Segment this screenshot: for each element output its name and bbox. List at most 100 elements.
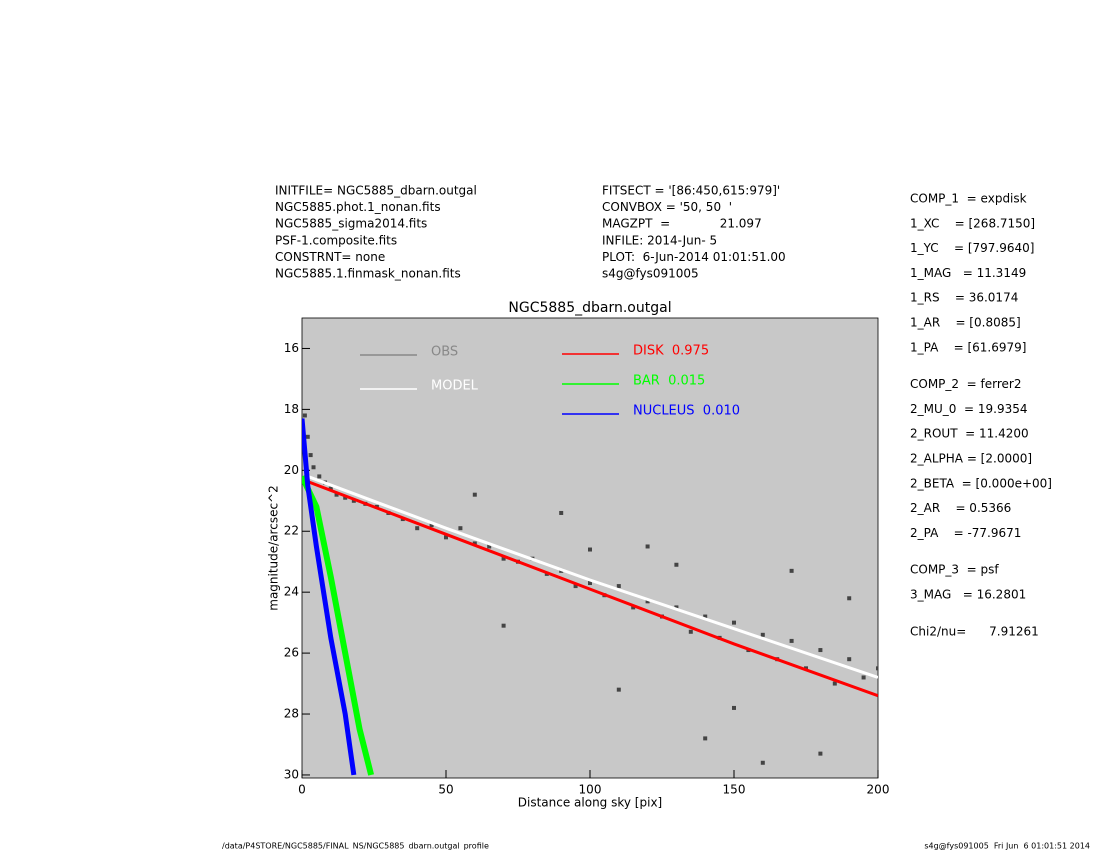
header-left-line: PSF-1.composite.fits [275, 233, 397, 247]
header-middle-line: PLOT: 6-Jun-2014 01:01:51.00 [602, 250, 786, 264]
parameter-line: 1_MAG = 11.3149 [910, 266, 1026, 280]
x-axis-label: Distance along sky [pix] [518, 796, 662, 810]
x-tick-label: 150 [723, 783, 746, 797]
data-point [616, 687, 621, 692]
x-tick-label: 100 [579, 783, 602, 797]
data-point [334, 492, 339, 497]
header-left-line: NGC5885.1.finmask_nonan.fits [275, 267, 461, 281]
data-point [588, 547, 592, 552]
data-point [674, 605, 679, 610]
data-point [732, 705, 736, 710]
chart-title: NGC5885_dbarn.outgal [508, 300, 671, 316]
data-point [343, 495, 348, 500]
y-tick-label: 18 [284, 402, 299, 416]
data-point [429, 523, 434, 528]
legend-label: OBS [431, 345, 458, 360]
parameter-line: 2_PA = -77.9671 [910, 526, 1021, 540]
data-point [444, 535, 448, 540]
header-middle-line: MAGZPT = 21.097 [602, 217, 762, 231]
header-middle-line: s4g@fys091005 [602, 267, 699, 281]
data-point [317, 474, 322, 479]
data-point [487, 544, 492, 549]
data-point [645, 599, 650, 604]
data-point [818, 751, 823, 756]
data-point [789, 568, 794, 573]
legend-label: DISK 0.975 [633, 344, 709, 359]
header-middle-line: CONVBOX = '50, 50 ' [602, 200, 732, 214]
parameter-line: COMP_3 = psf [910, 563, 999, 577]
header-left-line: INITFILE= NGC5885_dbarn.outgal [275, 184, 477, 198]
model-line [302, 418, 357, 776]
data-point [818, 648, 823, 653]
y-tick-label: 28 [284, 707, 299, 721]
data-point [861, 675, 866, 680]
data-point [631, 605, 636, 610]
parameter-line: Chi2/nu= 7.91261 [910, 624, 1039, 638]
parameter-line: COMP_2 = ferrer2 [910, 377, 1022, 391]
x-tick-label: 200 [867, 783, 890, 797]
data-point [703, 736, 708, 741]
data-point [305, 434, 310, 439]
legend-label: BAR 0.015 [633, 374, 705, 389]
y-axis-label: magnitude/arcsec^2 [267, 485, 281, 611]
data-point [458, 526, 463, 531]
data-point [472, 492, 477, 497]
header-left-line: NGC5885.phot.1_nonan.fits [275, 200, 441, 214]
data-point [472, 541, 477, 546]
data-point [760, 632, 765, 637]
parameter-line: COMP_1 = expdisk [910, 192, 1027, 206]
model-line [302, 478, 878, 698]
parameter-line: 2_BETA = [0.000e+00] [910, 476, 1052, 490]
data-point [876, 666, 878, 671]
x-tick-label: 50 [438, 783, 453, 797]
data-point [732, 620, 736, 625]
data-point [832, 681, 837, 686]
y-tick-label: 24 [284, 585, 299, 599]
model-line [302, 475, 375, 776]
data-point [415, 526, 420, 531]
y-tick-label: 26 [284, 646, 299, 660]
data-point [501, 556, 506, 561]
parameter-line: 2_AR = 0.5366 [910, 501, 1011, 515]
data-point [760, 760, 765, 765]
plot-marks [302, 413, 878, 776]
data-point [703, 614, 708, 619]
parameter-line: 2_MU_0 = 19.9354 [910, 402, 1028, 416]
data-point [302, 413, 307, 418]
data-point [616, 584, 621, 589]
parameter-line: 1_RS = 36.0174 [910, 291, 1018, 305]
data-point [847, 657, 852, 662]
footer-right: s4g@fys091005 Fri Jun 6 01:01:51 2014 [924, 842, 1090, 851]
header-middle-line: INFILE: 2014-Jun- 5 [602, 233, 717, 247]
parameter-line: 1_PA = [61.6979] [910, 340, 1026, 354]
data-point [559, 510, 564, 515]
data-point [501, 623, 506, 628]
data-point [328, 486, 333, 491]
data-point [847, 596, 852, 601]
y-tick-label: 20 [284, 463, 299, 477]
legend-label: MODEL [431, 379, 479, 394]
parameter-line: 2_ROUT = 11.4200 [910, 427, 1029, 441]
data-point [573, 584, 578, 589]
model-line [307, 475, 878, 679]
data-point [588, 581, 592, 586]
y-tick-label: 16 [284, 341, 299, 355]
parameter-line: 1_YC = [797.9640] [910, 241, 1034, 255]
parameter-line: 3_MAG = 16.2801 [910, 588, 1026, 602]
x-tick-label: 0 [298, 783, 306, 797]
y-tick-label: 22 [284, 524, 299, 538]
header-left-line: NGC5885_sigma2014.fits [275, 217, 427, 231]
data-point [688, 629, 693, 634]
data-point [789, 638, 794, 643]
data-point [674, 562, 679, 567]
parameter-line: 2_ALPHA = [2.0000] [910, 452, 1032, 466]
y-tick-label: 30 [284, 767, 299, 781]
data-point [645, 544, 650, 549]
header-middle-line: FITSECT = '[86:450,615:979]' [602, 184, 780, 198]
data-point [311, 465, 316, 470]
footer-left: /data/P4STORE/NGC5885/FINAL_NS/NGC5885_d… [222, 842, 489, 851]
parameter-line: 1_XC = [268.7150] [910, 216, 1035, 230]
parameter-line: 1_AR = [0.8085] [910, 316, 1021, 330]
data-point [308, 453, 313, 458]
